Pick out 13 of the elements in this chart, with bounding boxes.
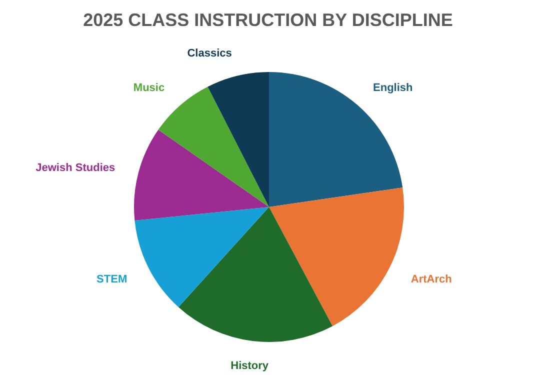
pie-slice [269, 188, 404, 326]
slice-label: Jewish Studies [36, 162, 116, 174]
slice-label: History [230, 360, 270, 372]
chart-title: 2025 CLASS INSTRUCTION BY DISCIPLINE [83, 10, 453, 30]
pie-slice [134, 207, 269, 308]
slice-label: English [373, 82, 414, 94]
slice-label: Classics [187, 47, 232, 60]
pie-slice [208, 72, 269, 207]
slice-label: STEM [96, 274, 128, 286]
slice-label: Music [133, 82, 165, 94]
slice-label: ArtArch [410, 274, 452, 286]
pie-slice [178, 207, 333, 342]
pie-slice [134, 130, 269, 221]
